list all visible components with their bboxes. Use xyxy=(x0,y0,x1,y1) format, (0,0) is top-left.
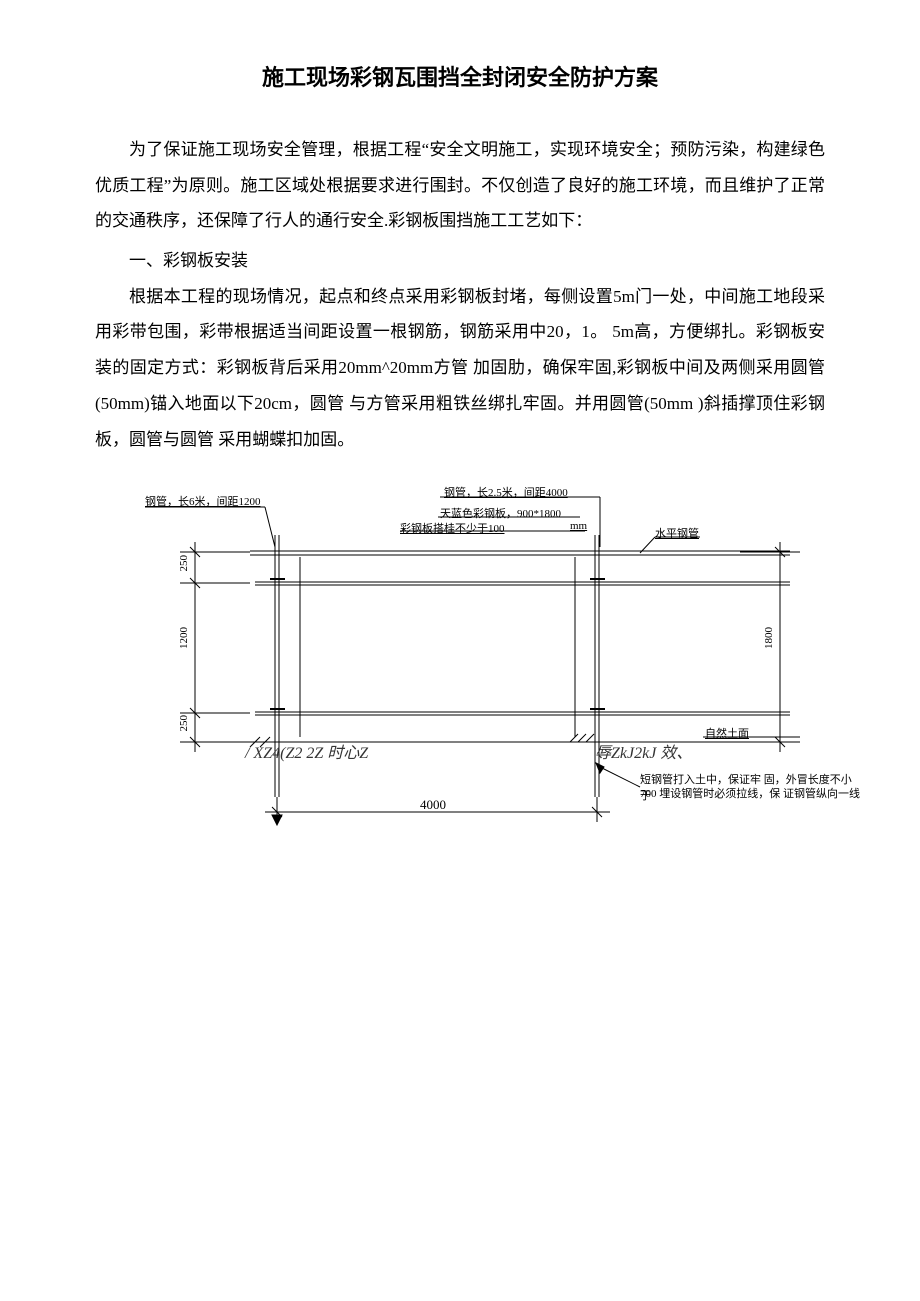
overlay-left: / XZ4(Z2 2Z 时心Z xyxy=(245,739,368,763)
label-horiz-pipe: 水平钢管 xyxy=(655,525,699,541)
label-panel-2a: 彩钢板搭桂不少于100 xyxy=(400,520,505,536)
dim-1800: 1800 xyxy=(763,627,775,649)
dim-250-a: 250 xyxy=(178,555,190,572)
dim-250-b: 250 xyxy=(178,715,190,732)
section-heading-1: 一、彩钢板安装 xyxy=(95,243,825,279)
label-panel-2b: mm xyxy=(570,520,587,532)
label-top-right: 钢管，长2.5米，间距4000 xyxy=(444,484,568,500)
label-panel-1: 天蓝色彩钢板，900*1800 xyxy=(440,505,561,521)
dim-1200: 1200 xyxy=(178,627,190,649)
page-title: 施工现场彩钢瓦围挡全封闭安全防护方案 xyxy=(95,60,825,92)
overlay-right: 辱ZkJ2kJ 效、 xyxy=(595,739,692,763)
label-note-2: 700 埋设钢管时必须拉线，保 证钢管纵向一线 xyxy=(640,785,880,801)
diagram: 钢管，长6米，间距1200 钢管，长2.5米，间距4000 天蓝色彩钢板，900… xyxy=(100,487,820,857)
paragraph-1: 为了保证施工现场安全管理，根据工程“安全文明施工，实现环境安全；预防污染，构建绿… xyxy=(95,132,825,239)
paragraph-2: 根据本工程的现场情况，起点和终点采用彩钢板封堵，每侧设置5m门一处，中间施工地段… xyxy=(95,279,825,457)
label-top-left: 钢管，长6米，间距1200 xyxy=(145,493,261,509)
label-ground: 自然土面 xyxy=(705,725,749,741)
dim-4000: 4000 xyxy=(420,797,446,813)
